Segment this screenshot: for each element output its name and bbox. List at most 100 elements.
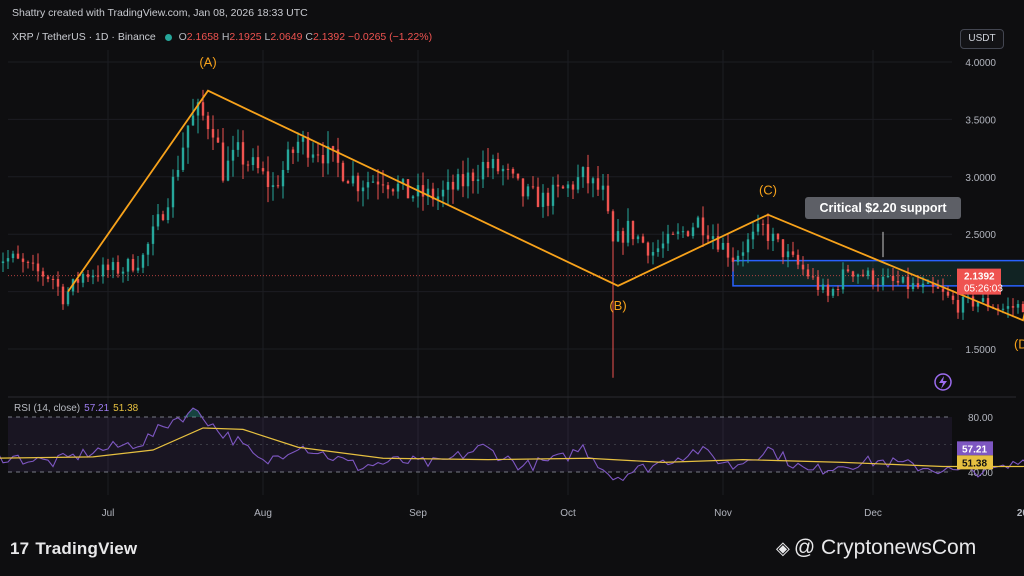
candle-body — [61, 286, 65, 305]
candle-body — [141, 254, 145, 268]
rsi-legend-ma-value: 51.38 — [113, 403, 139, 414]
candle-body — [346, 181, 350, 184]
low-value: 2.0649 — [270, 31, 303, 43]
candle-body — [536, 186, 540, 207]
support-annotation-text: Critical $2.20 support — [819, 201, 947, 215]
candle-body — [76, 279, 80, 283]
candle-body — [511, 169, 515, 174]
wave-label: (B) — [609, 298, 626, 313]
candle-body — [276, 185, 280, 187]
candle-body — [746, 239, 750, 253]
candle-body — [756, 223, 760, 232]
candle-body — [496, 158, 500, 172]
currency-button[interactable]: USDT — [960, 29, 1004, 49]
candle-body — [16, 253, 20, 259]
candle-body — [231, 149, 235, 161]
candle-body — [731, 257, 735, 262]
candle-body — [111, 262, 115, 271]
wave-label: (D) — [1014, 336, 1024, 351]
candle-body — [706, 235, 710, 239]
candle-body — [841, 269, 845, 290]
candle-body — [366, 182, 370, 188]
candle-body — [936, 286, 940, 289]
candle-body — [631, 220, 635, 240]
candle-body — [691, 227, 695, 236]
candle-body — [876, 284, 880, 286]
candle-body — [331, 146, 335, 150]
rsi-legend-value: 57.21 — [84, 403, 110, 414]
change-value: −0.0265 (−1.22%) — [348, 31, 433, 43]
candle-body — [216, 137, 220, 143]
candle-body — [91, 275, 95, 278]
candle-body — [136, 267, 140, 271]
candle-body — [621, 231, 625, 243]
candle-body — [211, 129, 215, 138]
chart-attribution: Shattry created with TradingView.com, Ja… — [12, 7, 308, 19]
candle-body — [741, 252, 745, 256]
lightning-icon[interactable] — [934, 373, 952, 391]
candle-body — [391, 189, 395, 192]
rsi-legend: RSI (14, close) 57.21 51.38 — [14, 403, 138, 414]
candle-body — [986, 298, 990, 307]
symbol-name[interactable]: XRP / TetherUS · 1D · Binance — [12, 31, 156, 43]
candle-body — [371, 181, 375, 183]
candle-body — [291, 149, 295, 153]
candle-body — [601, 185, 605, 190]
candle-body — [941, 288, 945, 292]
candle-body — [861, 274, 865, 277]
candle-body — [406, 179, 410, 199]
candle-body — [281, 169, 285, 187]
time-tick-label: Sep — [409, 508, 427, 519]
candle-body — [351, 175, 355, 184]
candle-body — [121, 271, 125, 274]
candle-body — [6, 258, 10, 262]
candle-body — [576, 177, 580, 190]
time-tick-label: Jul — [102, 508, 115, 519]
candle-body — [146, 243, 150, 255]
candle-body — [671, 233, 675, 235]
tradingview-logo: 17 TradingView — [10, 539, 137, 559]
rsi-tick-label: 80.00 — [968, 413, 993, 424]
candle-body — [901, 276, 905, 283]
rsi-badge-value: 57.21 — [962, 444, 987, 455]
market-status-icon — [164, 33, 172, 41]
candle-body — [666, 233, 670, 244]
candle-body — [696, 217, 700, 228]
candle-body — [256, 157, 260, 169]
price-tick-label: 2.5000 — [965, 230, 996, 241]
candle-body — [476, 179, 480, 182]
candle-body — [521, 178, 525, 197]
candle-body — [886, 275, 890, 277]
price-tick-label: 1.5000 — [965, 345, 996, 356]
candle-body — [656, 248, 660, 253]
candle-body — [176, 169, 180, 177]
rsi-tick-label: 40.00 — [968, 468, 993, 479]
candle-body — [891, 275, 895, 281]
time-tick-label: 2026 — [1017, 508, 1024, 519]
candle-body — [826, 284, 830, 296]
wave-labels: (A)(B)(C)(D)(E) — [199, 55, 1024, 352]
time-tick-label: Aug — [254, 508, 272, 519]
price-tick-label: 3.0000 — [965, 173, 996, 184]
candle-body — [956, 299, 960, 313]
candle-body — [266, 171, 270, 188]
candle-body — [736, 255, 740, 262]
candle-body — [716, 236, 720, 250]
candle-body — [361, 187, 365, 192]
candle-body — [286, 149, 290, 170]
candle-body — [676, 231, 680, 234]
candle-body — [636, 236, 640, 240]
candle-body — [186, 125, 190, 148]
candle-body — [101, 264, 105, 277]
candle-body — [26, 261, 30, 263]
candle-body — [131, 259, 135, 271]
time-axis: Jul Aug Sep Oct Nov Dec 2026 — [102, 508, 1024, 519]
candle-body — [546, 192, 550, 206]
rsi-overbought-fill — [173, 408, 223, 417]
candle-body — [341, 162, 345, 182]
candle-body — [596, 178, 600, 190]
candle-body — [1011, 306, 1015, 308]
candle-body — [191, 115, 195, 126]
candle-body — [646, 242, 650, 256]
